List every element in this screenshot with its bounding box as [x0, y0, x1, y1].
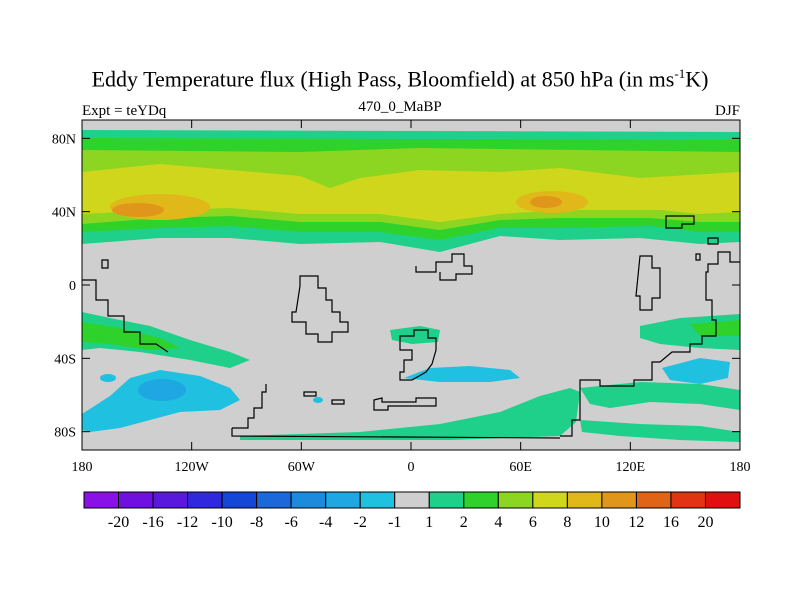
south-pacific-green2	[82, 322, 180, 350]
colorbar-swatch	[601, 491, 637, 509]
coastline-contours	[82, 215, 740, 439]
experiment-label: Expt = teYDq	[82, 103, 167, 119]
colorbar-swatch	[325, 491, 361, 509]
colorbar-label: -2	[354, 514, 367, 531]
colorbar-label: 4	[494, 514, 502, 531]
southern-ocean-green	[580, 382, 740, 410]
coastline-australia	[635, 255, 661, 311]
axis-ticks: 180 120W 60W 0 60E 120E 180 80N 40N 0 40S 80S	[52, 120, 751, 475]
south-pacific-blue-small	[100, 374, 116, 382]
coastline-south-america	[291, 275, 349, 343]
colorbar-swatch	[635, 491, 672, 509]
colorbar-label: 8	[563, 514, 571, 531]
antarctic-coast-green	[240, 388, 580, 440]
coastline-arabia	[415, 253, 473, 281]
colorbar: -20 -16 -12 -10 -8 -6 -4 -2 -1 1 2 4 6 8 10 12 16 20	[83, 491, 741, 531]
colorbar-label: -6	[284, 514, 297, 531]
colorbar-swatch	[704, 491, 741, 509]
south-pacific-blue	[82, 370, 240, 432]
coastline-antarctica	[231, 428, 561, 439]
y-tick-label: 80N	[52, 132, 76, 147]
antarctic-right-green	[580, 420, 740, 442]
south-pacific-blue-core	[138, 379, 186, 401]
coastline-falklands	[303, 391, 317, 397]
colorbar-swatch	[394, 491, 430, 509]
colorbar-swatch	[463, 491, 499, 509]
colorbar-swatch	[118, 491, 154, 509]
y-tick-label: 40S	[54, 352, 76, 367]
coastline-north-pacific	[707, 237, 719, 245]
colorbar-label: 12	[628, 514, 644, 531]
x-tick-label: 60E	[509, 460, 532, 475]
coastline-pacific-islet	[101, 259, 109, 269]
colorbar-swatch	[187, 491, 223, 509]
colorbar-swatch	[359, 491, 396, 509]
colorbar-label: 6	[529, 514, 537, 531]
x-tick-label: 120E	[616, 460, 646, 475]
x-tick-label: 60W	[288, 460, 316, 475]
colorbar-label: -8	[250, 514, 263, 531]
flux-max-pacific-core	[112, 203, 164, 217]
season-label: DJF	[714, 103, 740, 119]
colorbar-label: -20	[108, 514, 129, 531]
y-tick-label: 80S	[54, 426, 76, 441]
colorbar-label: 20	[697, 514, 713, 531]
period-label: 470_0_MaBP	[358, 99, 442, 115]
colorbar-label: 1	[425, 514, 433, 531]
colorbar-swatch	[256, 491, 292, 509]
colorbar-swatch	[428, 491, 465, 509]
y-tick-label: 0	[69, 279, 76, 294]
colorbar-label: 16	[663, 514, 679, 531]
coastline-indonesia	[695, 253, 701, 261]
colorbar-label: -10	[211, 514, 232, 531]
colorbar-swatch	[290, 491, 327, 509]
colorbar-swatch	[221, 491, 258, 509]
colorbar-label: -4	[319, 514, 332, 531]
colorbar-swatch	[566, 491, 603, 509]
chart-title: Eddy Temperature flux (High Pass, Bloomf…	[91, 66, 709, 92]
y-tick-label: 40N	[52, 206, 76, 221]
colorbar-swatch	[152, 491, 189, 509]
coastline-antarctic-peninsula	[232, 384, 267, 429]
coastline-east-antarctica	[373, 397, 437, 411]
colorbar-swatch	[670, 491, 706, 509]
coastline-africa	[399, 329, 437, 381]
x-tick-label: 180	[72, 460, 93, 475]
x-tick-label: 180	[730, 460, 751, 475]
colorbar-label: -16	[142, 514, 163, 531]
coastline-japan	[665, 215, 695, 229]
colorbar-swatch	[83, 491, 120, 509]
southern-ocean-blue-dot	[313, 397, 323, 403]
colorbar-label: -12	[177, 514, 198, 531]
south-indian-blue	[662, 358, 730, 384]
flux-max-asia-core	[530, 196, 562, 208]
colorbar-label: 10	[594, 514, 610, 531]
map-field	[82, 120, 740, 450]
colorbar-swatch	[497, 491, 534, 509]
colorbar-label: 2	[460, 514, 468, 531]
coastline-north-america	[82, 279, 169, 353]
south-atlantic-blue	[404, 366, 520, 382]
x-tick-label: 120W	[175, 460, 210, 475]
coastline-small-island	[331, 399, 345, 405]
coastline-asia-pacific	[560, 251, 740, 437]
south-indian-green2	[690, 320, 740, 336]
colorbar-label: -1	[388, 514, 401, 531]
x-tick-label: 0	[408, 460, 415, 475]
colorbar-swatch	[532, 491, 568, 509]
